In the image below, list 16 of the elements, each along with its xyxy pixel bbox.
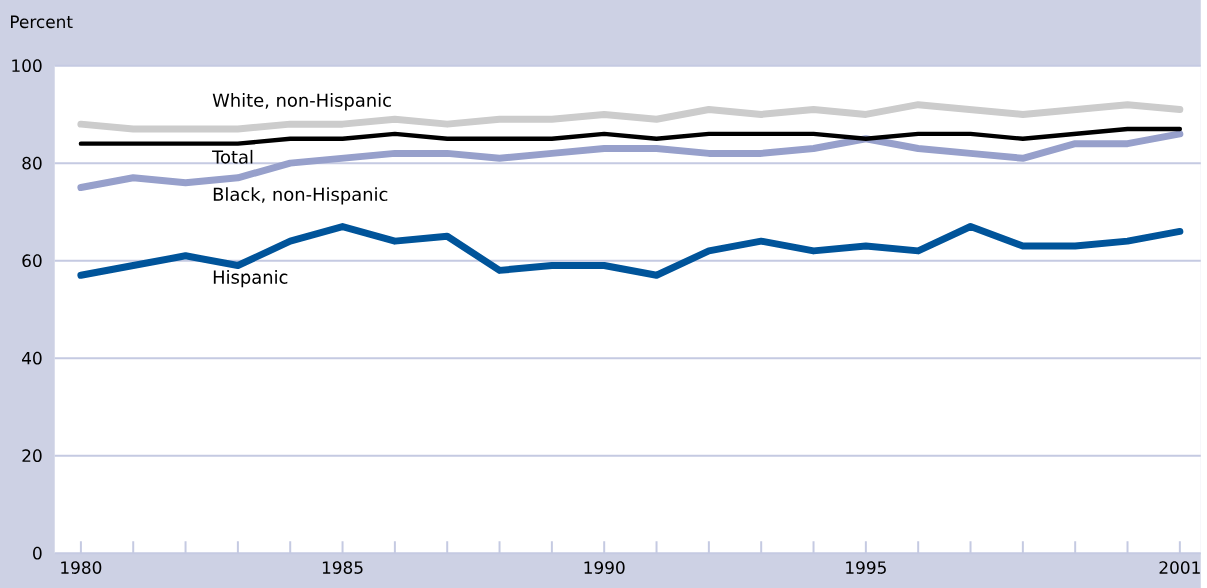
y-axis-title: Percent xyxy=(11,15,73,29)
series-label: Total xyxy=(212,149,253,164)
series-label: Hispanic xyxy=(213,270,288,288)
x-tick-label: 1985 xyxy=(322,561,363,574)
y-tick-label: 20 xyxy=(22,449,42,463)
y-tick-label: 40 xyxy=(22,351,42,365)
series-label: Black, non-Hispanic xyxy=(213,187,388,205)
y-tick-label: 100 xyxy=(12,59,42,73)
x-tick-label: 1980 xyxy=(61,561,102,574)
series-label: White, non-Hispanic xyxy=(212,93,391,111)
x-tick-label: 1995 xyxy=(846,561,886,574)
y-tick-label: 80 xyxy=(22,156,42,170)
y-tick-label: 0 xyxy=(33,546,42,560)
y-tick-label: 60 xyxy=(22,254,42,268)
x-tick-label: 2001 xyxy=(1159,561,1200,574)
x-tick-label: 1990 xyxy=(584,561,625,574)
